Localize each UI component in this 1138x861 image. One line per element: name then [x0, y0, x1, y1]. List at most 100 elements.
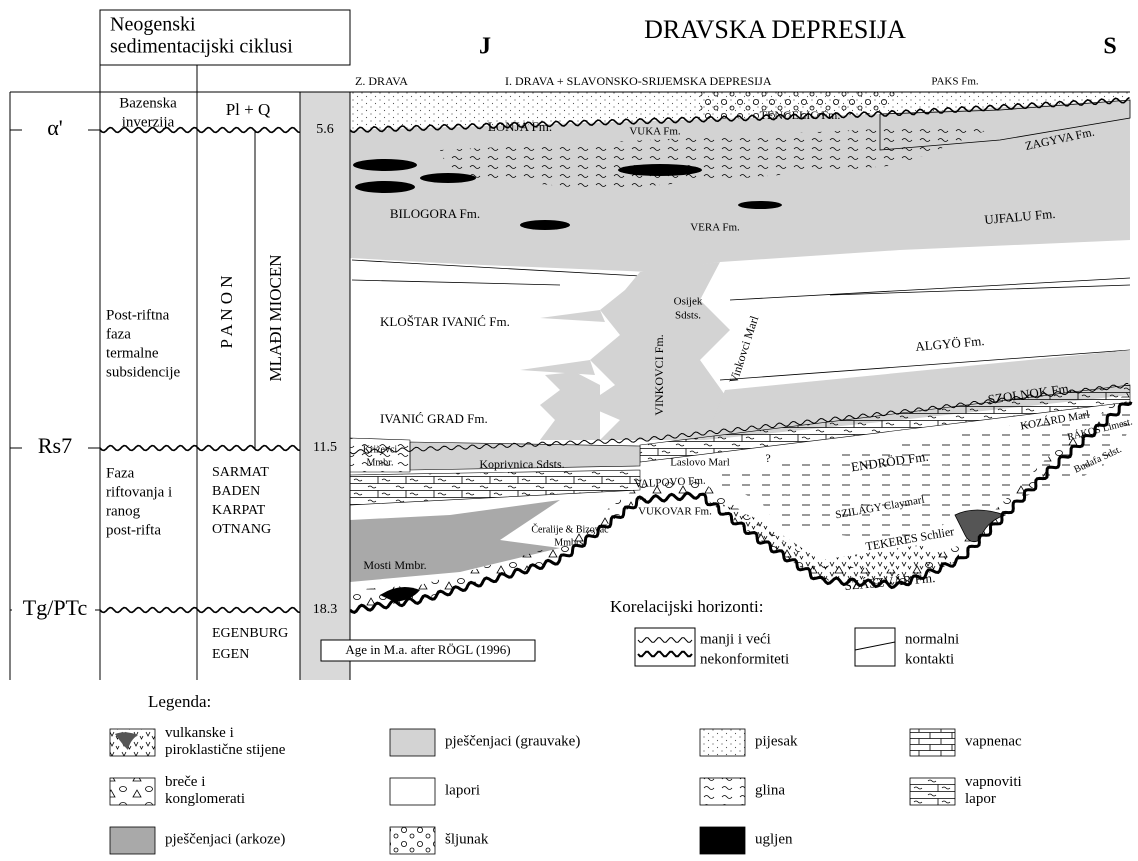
correlation-label: normalni	[905, 631, 959, 647]
stage-label: SARMAT	[212, 465, 269, 480]
stage-label: OTNANG	[212, 522, 271, 537]
legend-label: pijesak	[755, 733, 798, 749]
age-label: 11.5	[313, 440, 337, 455]
legend-label: piroklastične stijene	[165, 742, 286, 758]
formation-label: Vinkovci Marl	[726, 313, 761, 385]
legend-swatch	[910, 729, 955, 756]
age-label: 5.6	[316, 122, 334, 137]
correlation-label: kontakti	[905, 651, 954, 667]
phase-label: faza	[106, 326, 131, 342]
legend-swatch	[700, 729, 745, 756]
formation-label: VUKA Fm.	[629, 126, 681, 138]
correlation-label: manji i veći	[700, 631, 771, 647]
legend-label: vulkanske i	[165, 725, 234, 741]
age-column	[300, 92, 350, 680]
region-label: Z. DRAVA	[355, 74, 408, 88]
formation-label: KLOŠTAR IVANIĆ Fm.	[380, 314, 510, 329]
direction: S	[1103, 34, 1116, 60]
age-note: Age in M.a. after RÖGL (1996)	[345, 642, 510, 657]
formation-label: Sdsts.	[675, 310, 701, 322]
horizon-wave	[100, 446, 300, 451]
horizon-wave	[100, 608, 300, 613]
region-label: I. DRAVA + SLAVONSKO-SRIJEMSKA DEPRESIJA	[505, 74, 772, 88]
coal-lens	[353, 159, 417, 171]
formation-label: Mmbr.	[367, 457, 394, 468]
formation-label: Mmbrs.	[554, 537, 585, 548]
legend-swatch	[110, 729, 155, 756]
coal-lens	[355, 181, 415, 193]
formation-label: Koprivnica Sdsts.	[479, 457, 564, 471]
correlation-label: nekonformiteti	[700, 651, 789, 667]
legend-label: pješčenjaci (grauvake)	[445, 733, 580, 749]
phase-label: Bazenska	[119, 95, 177, 111]
formation-label: PAKS Fm.	[931, 76, 979, 88]
legend-label: konglomerati	[165, 791, 245, 807]
stage-label: KARPAT	[212, 503, 266, 518]
legend-swatch	[390, 778, 435, 805]
box-title: Neogenski	[110, 14, 196, 36]
contact-line	[352, 280, 560, 285]
symbol-box	[635, 628, 695, 666]
box-title: sedimentacijski ciklusi	[110, 36, 293, 58]
kloster-tongue	[520, 310, 605, 375]
phase-label: Post-riftna	[106, 307, 170, 323]
stage-label: EGENBURG	[212, 626, 288, 641]
formation-label: ALGYÖ Fm.	[915, 333, 985, 354]
formation-label: LONJA Fm.	[488, 119, 552, 134]
legend-label: ugljen	[755, 831, 793, 847]
phase-label: subsidencije	[106, 364, 180, 380]
legend-label: vapnoviti	[965, 774, 1022, 790]
ivanic-grad-sand	[540, 372, 600, 440]
legend-swatch	[390, 827, 435, 854]
coal-lens	[738, 201, 782, 209]
legend-label: lapor	[965, 791, 996, 807]
formation-label: BILOGORA Fm.	[390, 206, 480, 221]
stage-label: MLAĐI MIOCEN	[266, 254, 285, 381]
main-title: DRAVSKA DEPRESIJA	[644, 15, 906, 44]
formation-label: Osijek	[674, 296, 703, 308]
coal-lens	[420, 173, 476, 183]
legend-label: pješčenjaci (arkoze)	[165, 831, 285, 847]
legend-swatch	[110, 827, 155, 854]
formation-label: IVANIĆ GRAD Fm.	[380, 411, 488, 426]
phase-label: Faza	[106, 465, 135, 481]
legend-title: Legenda:	[148, 692, 211, 711]
phase-label: riftovanja i	[106, 484, 172, 500]
legend-swatch	[700, 778, 745, 805]
stage-label: Pl + Q	[226, 100, 271, 119]
formation-label: Laslovo Marl	[670, 457, 730, 469]
horizon-label: α'	[47, 115, 63, 140]
age-label: 18.3	[313, 602, 338, 617]
legend-label: šljunak	[445, 831, 489, 847]
symbol-box	[855, 628, 895, 666]
legend-label: breče i	[165, 774, 205, 790]
formation-label: VINKOVCI Fm.	[652, 334, 666, 415]
contact-line	[730, 278, 1130, 300]
stage-label: EGEN	[212, 647, 249, 662]
legend-swatch	[390, 729, 435, 756]
phase-label: ranog	[106, 503, 141, 519]
formation-label: Čeralije & Bizovac	[531, 523, 609, 535]
formation-label: VERA Fm.	[690, 222, 740, 234]
legend-swatch	[110, 778, 155, 805]
legend-swatch	[910, 778, 955, 805]
legend-label: vapnenac	[965, 733, 1022, 749]
formation-label: Mosti Mmbr.	[363, 558, 426, 572]
horizon-label: Rs7	[38, 433, 72, 458]
direction: J	[479, 34, 491, 60]
phase-label: inverzija	[122, 114, 175, 130]
formation-label: Križevci	[363, 444, 398, 455]
legend-swatch	[700, 827, 745, 854]
stage-label: BADEN	[212, 484, 260, 499]
coal-lens	[618, 164, 702, 176]
stage-label: P A N O N	[217, 275, 236, 348]
formation-label: TENGELIC Fm.	[760, 108, 841, 122]
horizon-label: Tg/PTc	[23, 595, 88, 620]
legend-label: glina	[755, 782, 785, 798]
phase-label: post-rifta	[106, 522, 161, 538]
coal-lens	[520, 220, 570, 230]
phase-label: termalne	[106, 345, 159, 361]
diagram: α' 5.6 Rs7 11.5 Tg/PTc 18.3 Neogenskisedimenta…	[0, 0, 1138, 861]
formation-label: VUKOVAR Fm.	[638, 506, 712, 518]
correlation-title: Korelacijski horizonti:	[610, 597, 763, 616]
